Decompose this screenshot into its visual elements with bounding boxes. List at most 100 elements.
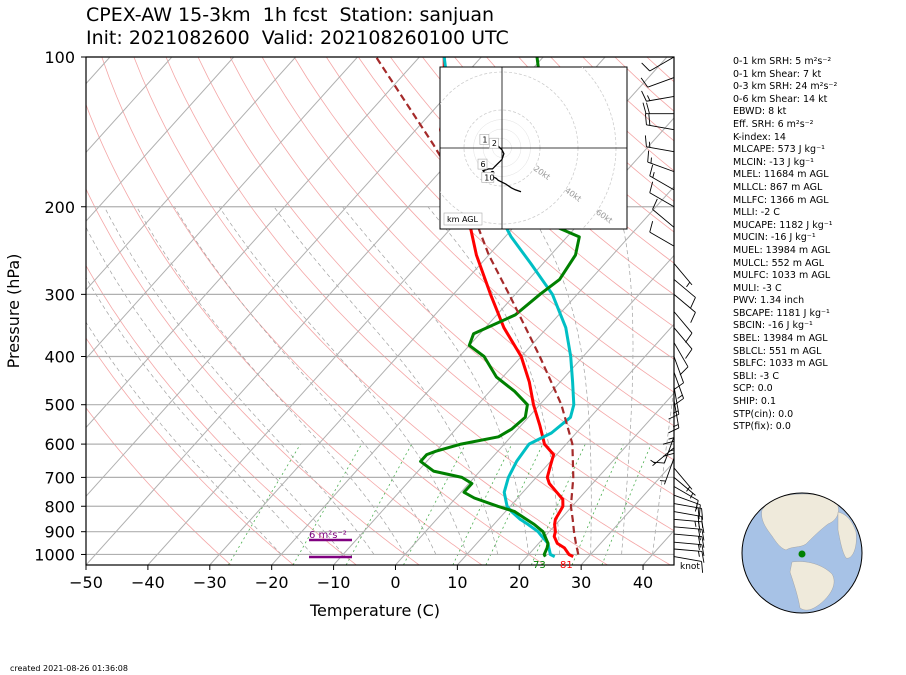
wind-barb-half-flag xyxy=(668,437,675,440)
wind-barb-shaft xyxy=(673,477,696,496)
wind-barb xyxy=(652,198,675,228)
index-line: STP(cin): 0.0 xyxy=(733,408,794,420)
wind-barb xyxy=(673,279,696,308)
wind-barb-flag xyxy=(641,90,647,102)
dry-adiabat xyxy=(86,188,420,565)
x-tick-label: 20 xyxy=(509,573,529,592)
moist-adiabat xyxy=(86,276,313,555)
wind-barb-shaft xyxy=(673,541,702,546)
x-tick-label: −30 xyxy=(193,573,227,592)
dry-adiabat xyxy=(86,407,232,565)
wind-barb xyxy=(673,311,693,343)
dry-adiabat xyxy=(197,57,674,532)
wind-barb-half-flag xyxy=(650,459,656,464)
moist-adiabat xyxy=(136,206,406,555)
y-tick-label: 500 xyxy=(44,396,75,415)
index-line: SBLFC: 1033 m AGL xyxy=(733,358,828,370)
sounding-indices: 0-1 km SRH: 5 m²s⁻² 0-1 km Shear: 7 kt 0-3… xyxy=(733,56,837,434)
wind-barb-flag xyxy=(642,102,647,114)
index-line: K-index: 14 xyxy=(733,131,786,143)
wind-barb xyxy=(649,181,675,208)
wind-barb-shaft xyxy=(673,386,680,415)
height-label-box xyxy=(481,172,495,183)
dry-adiabat xyxy=(422,57,674,296)
wind-barb xyxy=(662,413,675,445)
mixing-ratio-line xyxy=(452,443,513,565)
isotherm xyxy=(395,254,674,565)
wind-barb-shaft xyxy=(649,56,675,72)
wind-barb-flag xyxy=(698,504,701,517)
dry-adiabat xyxy=(133,57,608,565)
wind-barb-shaft xyxy=(652,208,675,228)
wind-barb-flag xyxy=(653,461,665,464)
isotherm xyxy=(271,117,674,565)
wind-barb xyxy=(673,526,705,541)
globe-europe-africa xyxy=(837,511,857,559)
y-tick-label: 100 xyxy=(44,48,75,67)
y-tick-label: 300 xyxy=(44,285,75,304)
y-tick-label: 1000 xyxy=(34,545,75,564)
wind-barb-shaft xyxy=(673,371,684,399)
mixing-ratio-line xyxy=(228,443,301,565)
height-label-box xyxy=(477,158,488,170)
wind-barb-flag xyxy=(685,332,693,343)
wind-barb xyxy=(647,150,675,173)
index-line: SBLI: -3 C xyxy=(733,370,779,382)
hodograph-ring-label: 80kt xyxy=(625,229,645,247)
wind-barb-half-flag xyxy=(668,449,675,452)
wind-barb-half-flag xyxy=(648,141,651,148)
height-label: 1 xyxy=(482,135,487,144)
surface-td-label: 73 xyxy=(533,560,546,571)
index-line: 0-6 km Shear: 14 kt xyxy=(733,93,828,105)
wind-barb xyxy=(644,113,675,131)
wind-barb-shaft xyxy=(673,327,693,350)
wind-barb xyxy=(673,556,704,573)
dry-adiabat xyxy=(86,337,294,565)
y-tick-label: 700 xyxy=(44,468,75,487)
isotherm xyxy=(86,57,235,222)
x-tick-label: 0 xyxy=(390,573,400,592)
wind-barb-flag xyxy=(648,114,651,126)
wind-barb-shaft xyxy=(673,511,702,517)
wind-barb-flag xyxy=(641,62,651,72)
wind-barb-shaft xyxy=(673,263,693,286)
dry-adiabat xyxy=(325,57,674,393)
index-line: PWV: 1.34 inch xyxy=(733,295,805,307)
x-tick-label: 10 xyxy=(447,573,467,592)
index-line: MLEL: 11684 m AGL xyxy=(733,169,829,181)
wind-barb xyxy=(673,294,696,323)
globe-outline xyxy=(741,492,863,614)
wind-barb xyxy=(673,467,693,492)
x-axis-label: Temperature (C) xyxy=(309,601,440,620)
wind-barb-shaft xyxy=(673,526,702,530)
wind-barb-half-flag xyxy=(672,410,679,414)
dry-adiabat xyxy=(229,57,674,496)
mixing-ratio-line xyxy=(601,443,652,565)
y-tick-label: 200 xyxy=(44,198,75,217)
index-line: 0-1 km SRH: 5 m²s⁻² xyxy=(733,56,832,67)
index-line: STP(fix): 0.0 xyxy=(733,421,791,433)
wind-barb-shaft xyxy=(673,494,701,506)
wind-barb-half-flag xyxy=(694,521,697,527)
wind-barb-shaft xyxy=(649,192,675,208)
wind-barb xyxy=(673,533,705,548)
srh-marker: 6 m²s⁻² xyxy=(309,530,352,559)
wind-barb-shaft xyxy=(649,175,675,191)
wind-barb xyxy=(659,457,675,485)
index-line: SBCAPE: 1181 J kg⁻¹ xyxy=(733,307,830,319)
wind-barb-shaft xyxy=(673,342,689,368)
isotherm xyxy=(86,57,173,154)
station-marker xyxy=(798,550,806,558)
wind-barb-shaft xyxy=(646,146,675,153)
wind-barb xyxy=(649,220,675,247)
wind-barb-flag xyxy=(674,382,684,390)
wind-barb-half-flag xyxy=(647,95,651,101)
height-label: 2 xyxy=(492,139,497,148)
isotherm xyxy=(580,461,674,565)
wind-barb-flag xyxy=(701,529,705,541)
wind-barb xyxy=(649,164,675,191)
wind-barb-shaft xyxy=(673,556,702,562)
index-line: MLLI: -2 C xyxy=(733,207,780,219)
wind-barb-half-flag xyxy=(672,424,679,428)
